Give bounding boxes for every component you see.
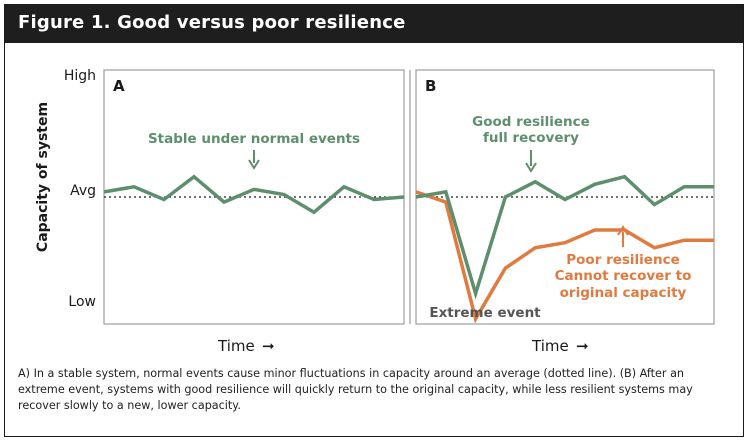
x-axis-label-a: Time ➞ (217, 337, 275, 355)
annotation-poor-line2: Cannot recover to (555, 268, 692, 284)
annotation-good-line1: Good resilience (472, 114, 590, 130)
x-axis-label-b-text: Time (531, 337, 569, 355)
y-tick-avg: Avg (70, 183, 96, 199)
x-axis-arrow-a: ➞ (262, 337, 275, 355)
title-bar: Figure 1. Good versus poor resilience (5, 5, 743, 43)
annotation-poor-line1: Poor resilience (566, 252, 679, 268)
panel-a-label: A (113, 77, 125, 95)
annotation-poor-arrow (617, 225, 629, 247)
annotation-stable-arrow (248, 150, 260, 170)
annotation-good-line2: full recovery (483, 130, 579, 146)
y-axis-label: Capacity of system (35, 102, 51, 252)
annotation-extreme-event: Extreme event (429, 305, 541, 321)
annotation-good-arrow (525, 150, 537, 173)
figure-title: Figure 1. Good versus poor resilience (18, 12, 406, 33)
figure-caption: A) In a stable system, normal events cau… (18, 367, 693, 412)
x-axis-label-b: Time ➞ (531, 337, 589, 355)
series-line-poor-resilience (415, 190, 714, 324)
series-line-good-resilience (415, 174, 714, 300)
annotation-poor-line3: original capacity (560, 285, 687, 301)
annotation-stable: Stable under normal events (148, 131, 360, 147)
y-tick-high: High (64, 68, 96, 84)
y-tick-low: Low (68, 294, 96, 310)
panel-b-label: B (425, 77, 436, 95)
x-axis-label-a-text: Time (217, 337, 255, 355)
figure-frame: Figure 1. Good versus poor resilience (4, 4, 744, 437)
x-axis-arrow-b: ➞ (576, 337, 589, 355)
series-line-stable (103, 174, 405, 215)
